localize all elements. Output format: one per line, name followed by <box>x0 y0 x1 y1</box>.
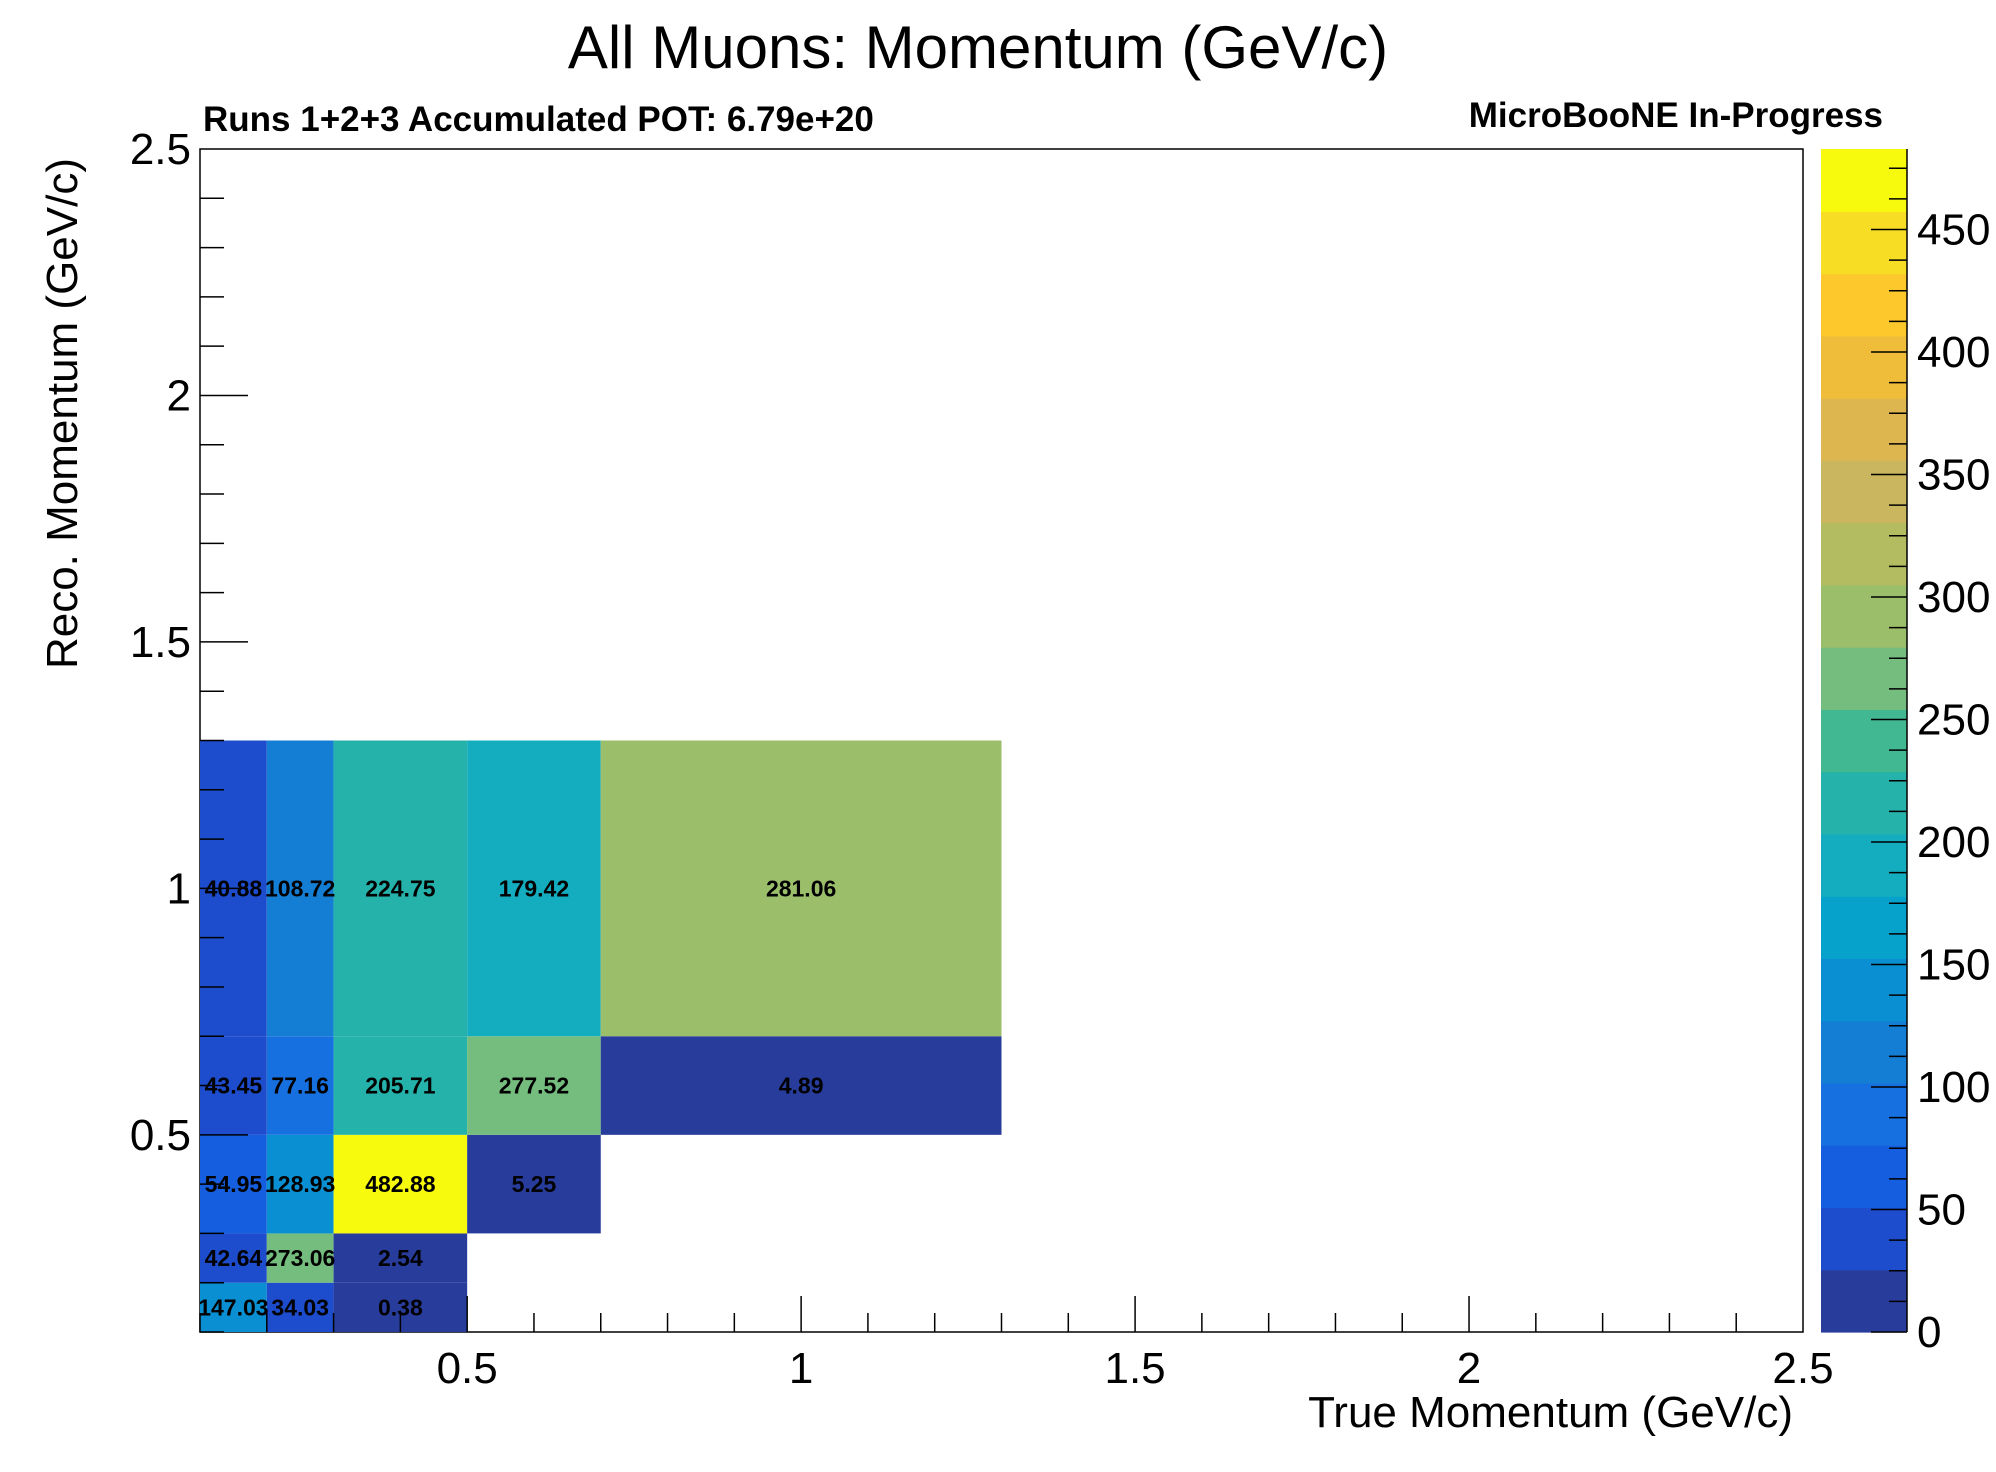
cell-value-label: 0.38 <box>378 1294 423 1320</box>
heatmap-cell <box>467 1036 601 1135</box>
heatmap-cell <box>600 740 1002 1037</box>
heatmap-cell <box>200 1282 267 1332</box>
colorbar-tick-label: 450 <box>1917 206 1990 255</box>
cell-value-label: 34.03 <box>271 1294 329 1320</box>
colorbar-segment <box>1821 335 1907 399</box>
cell-value-label: 281.06 <box>766 875 836 901</box>
x-tick-labels: 0.5 1 1.5 2 2.5 <box>437 1344 1834 1393</box>
colorbar-tick-label: 250 <box>1917 696 1990 745</box>
x-axis-label: True Momentum (GeV/c) <box>1308 1388 1793 1437</box>
heatmap-cells <box>200 740 1002 1332</box>
cell-value-label: 4.89 <box>779 1073 824 1099</box>
colorbar-segment <box>1821 896 1907 960</box>
cell-value-label: 273.06 <box>265 1245 335 1271</box>
heatmap-cell <box>266 1233 334 1283</box>
y-tick-label: 0.5 <box>130 1111 191 1160</box>
cell-value-label: 43.45 <box>205 1073 263 1099</box>
y-tick-label: 1 <box>167 864 191 913</box>
colorbar-segment <box>1821 647 1907 710</box>
experiment-label: MicroBooNE In-Progress <box>1469 96 1883 135</box>
colorbar-tick-label: 150 <box>1917 941 1990 990</box>
cell-value-label: 277.52 <box>499 1073 569 1099</box>
y-axis-label: Reco. Momentum (GeV/c) <box>38 158 87 669</box>
heatmap-cell <box>266 1036 334 1135</box>
colorbar-segment <box>1821 522 1907 586</box>
cell-value-label: 147.03 <box>198 1294 268 1320</box>
colorbar-tick-label: 200 <box>1917 818 1990 867</box>
x-tick-label: 0.5 <box>437 1344 498 1393</box>
y-tick-labels: 0.5 1 1.5 2 2.5 <box>130 125 191 1160</box>
heatmap-cell <box>266 740 334 1037</box>
cell-value-label: 482.88 <box>365 1171 436 1197</box>
cell-value-label: 5.25 <box>512 1171 557 1197</box>
heatmap-cell <box>467 1134 601 1234</box>
colorbar-tick-label: 400 <box>1917 328 1990 377</box>
heatmap-cell <box>600 1036 1002 1135</box>
cell-value-label: 54.95 <box>205 1171 263 1197</box>
colorbar-segment <box>1821 1082 1907 1146</box>
pot-subtitle: Runs 1+2+3 Accumulated POT: 6.79e+20 <box>203 100 874 139</box>
heatmap-cell <box>266 1134 334 1234</box>
colorbar-segment <box>1821 771 1907 835</box>
colorbar-segment <box>1821 211 1907 275</box>
y-tick-label: 1.5 <box>130 618 191 667</box>
heatmap-cell <box>266 1282 334 1332</box>
colorbar-tick-label: 100 <box>1917 1063 1990 1112</box>
cell-value-label: 128.93 <box>265 1171 335 1197</box>
colorbar-segment <box>1821 460 1907 524</box>
heatmap-cell <box>200 1233 267 1283</box>
x-tick-label: 2 <box>1457 1344 1481 1393</box>
cell-value-label: 224.75 <box>365 875 436 901</box>
colorbar-segment <box>1821 958 1907 1022</box>
chart-title: All Muons: Momentum (GeV/c) <box>568 14 1388 81</box>
heatmap-cell <box>333 740 468 1037</box>
y-tick-label: 2 <box>167 371 191 420</box>
cell-value-label: 108.72 <box>265 875 335 901</box>
x-tick-label: 1.5 <box>1104 1344 1165 1393</box>
cell-value-label: 179.42 <box>499 875 569 901</box>
cell-value-label: 2.54 <box>378 1245 423 1271</box>
colorbar-tick-label: 0 <box>1917 1308 1941 1357</box>
cell-value-label: 40.88 <box>205 875 263 901</box>
cell-value-label: 77.16 <box>271 1073 329 1099</box>
colorbar-tick-labels: 0 50 100 150 200 250 300 350 400 450 <box>1917 206 1990 1357</box>
colorbar <box>1821 149 1908 1333</box>
colorbar-segment <box>1821 1207 1907 1271</box>
colorbar-segment <box>1821 398 1907 461</box>
colorbar-tick-label: 50 <box>1917 1186 1966 1235</box>
colorbar-segment <box>1821 273 1907 337</box>
cell-value-labels: 147.03 34.03 0.38 42.64 273.06 2.54 54.95 128.9… <box>198 875 836 1320</box>
axis-ticks <box>199 197 1737 1333</box>
colorbar-segment <box>1821 833 1907 897</box>
cell-value-label: 205.71 <box>365 1073 436 1099</box>
cell-value-label: 42.64 <box>205 1245 263 1271</box>
heatmap-cell <box>333 1036 468 1135</box>
heatmap-cell <box>333 1233 468 1283</box>
x-tick-label: 1 <box>789 1344 813 1393</box>
colorbar-segment <box>1821 584 1907 648</box>
x-tick-label: 2.5 <box>1772 1344 1833 1393</box>
colorbar-segment <box>1821 149 1907 212</box>
colorbar-tick-label: 350 <box>1917 451 1990 500</box>
heatmap-cell <box>333 1134 468 1234</box>
heatmap-cell <box>467 740 601 1037</box>
colorbar-tick-label: 300 <box>1917 573 1990 622</box>
colorbar-segment <box>1821 1020 1907 1084</box>
colorbar-segment <box>1821 1145 1907 1209</box>
y-tick-label: 2.5 <box>130 125 191 174</box>
